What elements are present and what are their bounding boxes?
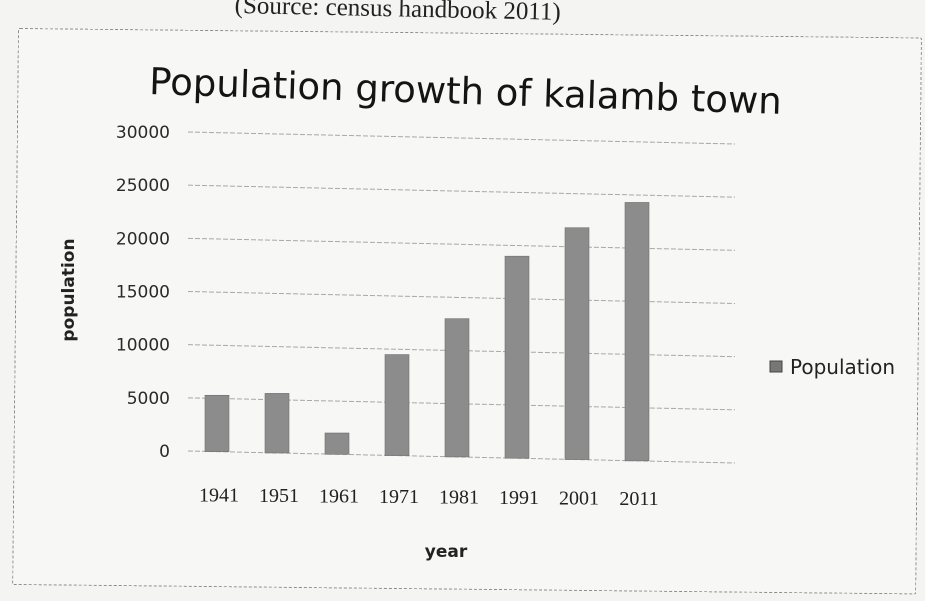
legend-label: Population bbox=[790, 355, 895, 379]
bar-2001 bbox=[564, 227, 590, 460]
bar-1981 bbox=[444, 318, 470, 458]
y-tick-label: 10000 bbox=[116, 336, 170, 356]
gridline bbox=[187, 237, 736, 251]
y-tick-label: 0 bbox=[159, 442, 170, 462]
gridline bbox=[187, 291, 736, 304]
y-tick-label: 20000 bbox=[116, 229, 170, 249]
bar-1971 bbox=[384, 354, 410, 456]
gridline bbox=[187, 184, 736, 198]
x-tick-label: 1981 bbox=[439, 486, 479, 508]
gridline bbox=[187, 131, 736, 145]
y-tick-label: 25000 bbox=[116, 176, 170, 196]
x-tick-label: 1951 bbox=[259, 485, 299, 507]
legend-swatch bbox=[769, 360, 783, 373]
bar-1951 bbox=[264, 393, 290, 454]
x-tick-label: 2001 bbox=[559, 487, 599, 509]
x-tick-label: 1971 bbox=[379, 486, 419, 508]
x-tick-label: 2011 bbox=[619, 488, 658, 510]
bar-1991 bbox=[504, 255, 530, 459]
x-tick-label: 1961 bbox=[319, 485, 359, 507]
y-tick-label: 5000 bbox=[127, 389, 170, 409]
y-tick-label: 30000 bbox=[116, 123, 170, 143]
legend: Population bbox=[769, 355, 895, 379]
y-axis-ticks: 0 5000 10000 15000 20000 25000 30000 bbox=[116, 123, 170, 462]
bar-2011 bbox=[624, 202, 650, 462]
bar-series bbox=[204, 202, 650, 462]
x-tick-label: 1941 bbox=[199, 484, 239, 506]
bar-1961 bbox=[324, 432, 350, 455]
x-axis-label: year bbox=[425, 542, 468, 562]
x-axis-ticks: 1941 1951 1961 1971 1981 1991 2001 2011 bbox=[199, 484, 659, 510]
y-axis-label: population bbox=[59, 238, 79, 341]
x-tick-label: 1991 bbox=[499, 487, 539, 509]
y-tick-label: 15000 bbox=[116, 283, 170, 303]
bar-1941 bbox=[204, 394, 230, 452]
